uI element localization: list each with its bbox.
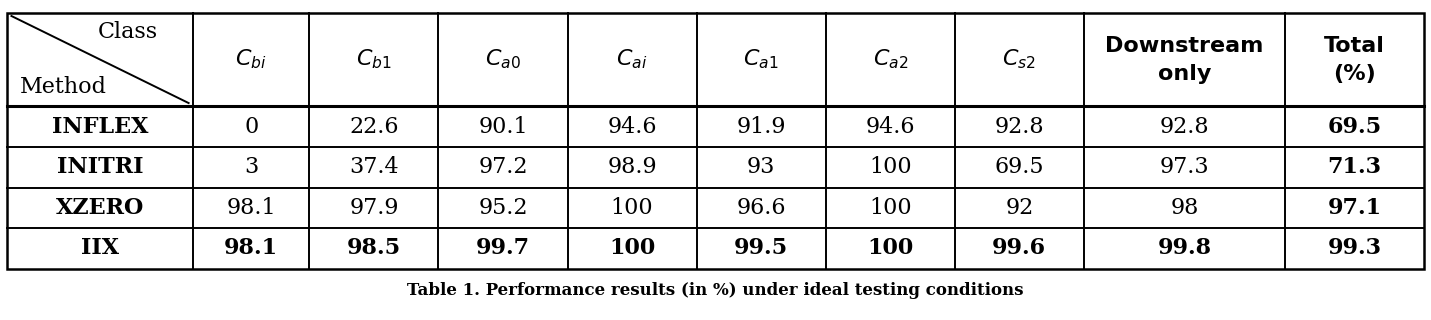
Text: 99.5: 99.5 (734, 237, 788, 260)
Text: 91.9: 91.9 (737, 116, 786, 138)
Text: INFLEX: INFLEX (52, 116, 149, 138)
Text: 98.9: 98.9 (607, 156, 657, 178)
Text: 3: 3 (245, 156, 258, 178)
Bar (7, 13, 1424, 269)
Text: 100: 100 (869, 197, 912, 219)
Text: 100: 100 (610, 237, 655, 260)
Text: 98.1: 98.1 (226, 197, 276, 219)
Text: 99.8: 99.8 (1158, 237, 1212, 260)
Text: 99.7: 99.7 (477, 237, 529, 260)
Text: 97.3: 97.3 (1159, 156, 1209, 178)
Text: 100: 100 (869, 156, 912, 178)
Text: 97.9: 97.9 (349, 197, 399, 219)
Text: 100: 100 (867, 237, 913, 260)
Text: 92.8: 92.8 (995, 116, 1045, 138)
Text: 100: 100 (611, 197, 654, 219)
Text: 94.6: 94.6 (607, 116, 657, 138)
Text: 0: 0 (245, 116, 258, 138)
Text: $C_{b1}$: $C_{b1}$ (356, 48, 392, 71)
Text: 94.6: 94.6 (866, 116, 914, 138)
Text: 69.5: 69.5 (1328, 116, 1382, 138)
Text: 90.1: 90.1 (478, 116, 528, 138)
Text: $C_{bi}$: $C_{bi}$ (235, 48, 268, 71)
Text: 95.2: 95.2 (478, 197, 528, 219)
Text: INITRI: INITRI (57, 156, 143, 178)
Text: 69.5: 69.5 (995, 156, 1045, 178)
Text: 96.6: 96.6 (737, 197, 786, 219)
Text: $C_{a1}$: $C_{a1}$ (744, 48, 778, 71)
Text: 98: 98 (1171, 197, 1199, 219)
Text: 98.5: 98.5 (346, 237, 401, 260)
Text: Class: Class (97, 21, 157, 43)
Text: $C_{a0}$: $C_{a0}$ (485, 48, 521, 71)
Text: Method: Method (20, 76, 106, 98)
Text: $C_{ai}$: $C_{ai}$ (617, 48, 648, 71)
Text: 92.8: 92.8 (1159, 116, 1209, 138)
Text: 37.4: 37.4 (349, 156, 399, 178)
Text: 99.3: 99.3 (1328, 237, 1381, 260)
Text: 97.2: 97.2 (478, 156, 528, 178)
Text: 99.6: 99.6 (992, 237, 1046, 260)
Text: 71.3: 71.3 (1328, 156, 1381, 178)
Text: IIX: IIX (82, 237, 119, 260)
Text: 93: 93 (747, 156, 776, 178)
Text: XZERO: XZERO (56, 197, 145, 219)
Text: Total
(%): Total (%) (1324, 36, 1385, 84)
Text: $C_{s2}$: $C_{s2}$ (1002, 48, 1036, 71)
Text: 97.1: 97.1 (1328, 197, 1382, 219)
Text: 92: 92 (1005, 197, 1033, 219)
Text: Table 1. Performance results (in %) under ideal testing conditions: Table 1. Performance results (in %) unde… (408, 282, 1023, 299)
Text: Downstream
only: Downstream only (1105, 36, 1264, 84)
Text: 22.6: 22.6 (349, 116, 399, 138)
Text: 98.1: 98.1 (225, 237, 278, 260)
Text: $C_{a2}$: $C_{a2}$ (873, 48, 907, 71)
